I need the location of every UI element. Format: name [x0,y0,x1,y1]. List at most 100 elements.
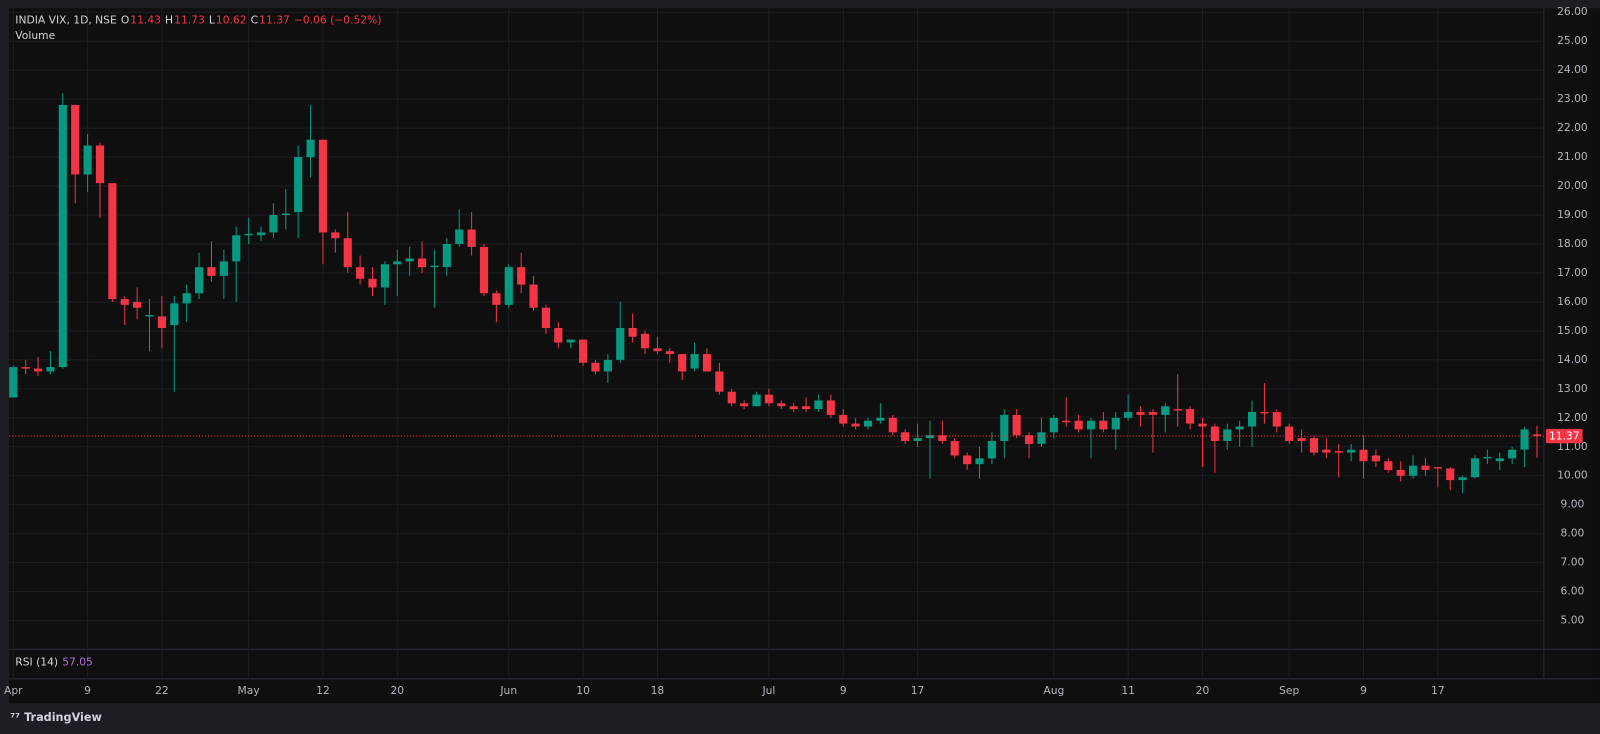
ohlc-label: H [165,14,174,27]
x-tick-label: Jun [499,684,517,697]
candle-body [1111,417,1120,430]
candle-body [207,267,216,276]
candle-body [21,367,30,369]
candle-body [1359,449,1368,462]
candle-body [678,354,687,372]
candle-body [851,423,860,427]
y-tick-label: 12.00 [1557,411,1588,424]
candle-body [479,246,489,294]
candle-body [863,420,873,427]
candle-body [975,458,984,465]
candle-body [888,417,897,433]
candle-body [1136,412,1145,415]
candle-body [938,435,947,441]
candle-body [492,293,501,305]
last-price-tag [1545,428,1583,444]
y-tick-label: 20.00 [1557,179,1588,192]
candle-body [1371,455,1380,462]
candle-body [1161,406,1170,415]
candle-body [318,139,328,233]
candle-body [1309,438,1319,453]
y-tick-label: 26.00 [1557,5,1588,18]
candle-body [145,314,154,317]
y-tick-label: 19.00 [1557,208,1588,221]
candle-body [653,348,662,352]
x-tick-label: May [238,684,261,697]
candle-body [1235,426,1244,430]
candle-body [1173,409,1182,411]
candle-body [925,435,935,439]
x-tick-label: 20 [1196,684,1210,697]
candle-body [801,406,811,410]
y-tick-label: 5.00 [1561,614,1585,627]
candle-body [1421,465,1430,470]
candle-body [244,233,253,236]
candle-body [120,299,129,305]
candle-body [1272,412,1281,427]
candle-body [1285,426,1294,441]
chart-background [9,8,1600,704]
candle-body [554,328,563,343]
candle-body [1408,465,1418,476]
candle-body [58,104,67,368]
candle-body [1334,451,1343,453]
candle-body [504,267,513,305]
candle-body [777,403,786,407]
candle-body [901,432,910,441]
candle-body [752,394,761,407]
candle-body [814,400,823,410]
candle-body [455,229,464,244]
candle-body [1124,412,1133,418]
candle-body [9,367,18,398]
candle-body [1247,412,1257,427]
candle-body [232,235,241,262]
candle-body [182,293,191,304]
rsi-name: RSI (14) [15,656,59,669]
x-tick-label: 10 [576,684,590,697]
candle-body [591,362,600,372]
candle-body [356,267,365,279]
candle-body [1384,461,1393,470]
ohlc-value: 11.43 [130,14,161,27]
candle-body [628,328,637,337]
volume-label: Volume [15,29,56,42]
candle-body [170,303,179,326]
candle-body [430,265,439,268]
brand: ⁷⁷ TradingView [10,711,102,724]
candle-body [46,367,55,372]
y-tick-label: 22.00 [1557,121,1588,134]
candle-body [690,354,699,369]
candle-body [616,328,625,360]
x-tick-label: 11 [1121,684,1135,697]
y-tick-label: 23.00 [1557,92,1588,105]
change: −0.06 (−0.52%) [293,14,382,27]
candle-body [269,215,278,233]
candle-body [1433,467,1442,469]
candle-body [417,258,427,268]
ohlc-label: C [250,14,259,27]
candle-body [380,264,389,288]
candle-body [1074,420,1083,430]
candle-body [517,267,526,285]
candle-body [1458,477,1467,481]
candle-body [1000,414,1009,441]
y-tick-label: 14.00 [1557,353,1588,366]
candle-body [1210,426,1219,441]
x-tick-label: 22 [155,684,169,697]
candle-body [194,267,204,294]
candle-body [987,440,996,459]
candle-body [665,351,674,355]
candle-body [1495,458,1504,462]
y-tick-label: 24.00 [1557,63,1588,76]
candle-body [579,339,588,363]
y-tick-label: 25.00 [1557,34,1588,47]
x-tick-label: 18 [651,684,665,697]
candle-body [467,229,476,247]
ohlc-label: O [120,14,130,27]
candle-body [108,183,117,300]
candle-body [331,232,340,239]
candle-body [764,394,773,404]
candle-body [1297,438,1306,441]
